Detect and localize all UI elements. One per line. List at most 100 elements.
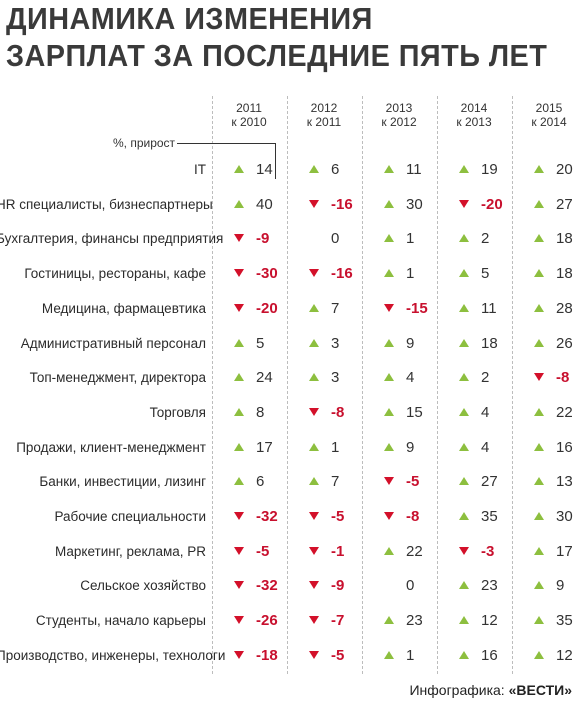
data-value: 12 [556,646,573,664]
data-value: 2 [481,369,490,387]
data-cell: 27 [534,196,580,214]
data-value: -8 [331,403,345,421]
arrow-up-icon [309,303,319,312]
data-cell: 27 [459,473,529,491]
data-value: 0 [331,230,340,248]
data-value: -5 [256,542,270,560]
arrow-up-icon [384,269,394,278]
data-cell: -8 [534,369,580,387]
arrow-up-icon [534,442,544,451]
data-cell: 15 [384,404,454,422]
data-value: -9 [256,230,270,248]
data-value: 30 [406,195,423,213]
data-cell: -9 [234,230,304,248]
data-value: 22 [406,542,423,560]
arrow-up-icon [234,165,244,173]
data-value: -15 [406,299,428,317]
column-header-year: 2011 [236,101,262,115]
data-value: -16 [331,195,353,213]
arrow-down-icon [234,512,244,520]
data-cell: 24 [234,369,304,387]
arrow-down-icon [534,373,544,382]
row-label: Маркетинг, реклама, PR [55,543,206,559]
data-value: 13 [556,473,573,491]
data-cell: 14 [234,161,304,179]
arrow-down-icon [309,269,319,278]
arrow-down-icon [234,269,244,278]
arrow-up-icon [534,199,544,208]
data-cell: 1 [384,647,454,665]
arrow-up-icon [534,303,544,312]
data-cell: -8 [309,404,379,422]
row-label: Рабочие специальности [54,509,206,524]
data-cell: 9 [384,335,454,353]
data-cell: 9 [534,577,580,595]
data-cell: 6 [234,473,304,491]
data-value: 23 [481,577,498,595]
data-value: 7 [331,299,340,317]
data-value: 9 [406,438,415,456]
column-header-year: 2013 [385,101,413,115]
arrow-down-icon [309,581,319,590]
arrow-up-icon [234,373,244,382]
data-cell: 3 [309,369,379,387]
data-value: 9 [556,577,565,595]
column-header: 2015 к 2014 [512,101,580,129]
data-cell: 9 [384,439,454,457]
arrow-up-icon [234,442,244,451]
column-header: 2011 к 2010 [212,101,286,129]
data-cell: 28 [534,300,580,318]
data-cell: 2 [459,369,529,387]
data-value: 2 [481,230,490,248]
column-separator [437,96,438,674]
column-header-year: 2015 [535,101,563,115]
arrow-up-icon [534,165,544,173]
arrow-up-icon [534,338,544,347]
data-value: -1 [331,542,345,560]
arrow-up-icon [534,650,544,659]
data-cell: 23 [459,577,529,595]
row-label: Гостиницы, рестораны, кафе [24,266,206,282]
data-value: -30 [256,265,278,283]
arrow-up-icon [459,373,469,382]
arrow-up-icon [459,442,469,451]
arrow-up-icon [459,234,469,243]
data-cell: 8 [234,404,304,422]
data-value: 27 [556,195,573,213]
arrow-down-icon [234,581,244,590]
data-cell: 30 [384,196,454,214]
data-cell: -20 [459,196,529,214]
arrow-down-icon [459,546,469,555]
data-value: 40 [256,195,273,213]
row-label: Медицина, фармацевтика [41,300,206,316]
credit: Инфографика: «ВЕСТИ» [409,682,572,698]
arrow-up-icon [459,269,469,278]
arrow-up-icon [234,338,244,347]
arrow-up-icon [459,512,469,520]
arrow-up-icon [384,234,394,243]
column-header: 2014 к 2013 [437,101,511,129]
data-cell: -5 [309,508,379,526]
arrow-down-icon [309,512,319,520]
arrow-up-icon [534,512,544,520]
row-label: Производство, инженеры, технологи [0,647,226,663]
row-label: Сельское хозяйство [80,578,206,594]
row-label: Торговля [149,404,206,420]
data-cell: -30 [234,265,304,283]
arrow-up-icon [384,546,394,555]
column-separator [287,96,288,674]
data-cell: 22 [534,404,580,422]
row-label: HR специалисты, бизнеспартнеры [0,196,213,212]
arrow-down-icon [309,616,319,625]
data-cell: -5 [234,543,304,561]
data-value: 35 [481,508,498,525]
arrow-up-icon [384,373,394,382]
data-value: -32 [256,508,278,525]
column-separator [512,96,513,674]
data-cell: 17 [234,439,304,457]
data-cell: -32 [234,508,304,526]
arrow-up-icon [309,165,319,173]
column-separator [362,96,363,674]
data-cell: 18 [459,335,529,353]
data-value: 14 [256,161,273,178]
